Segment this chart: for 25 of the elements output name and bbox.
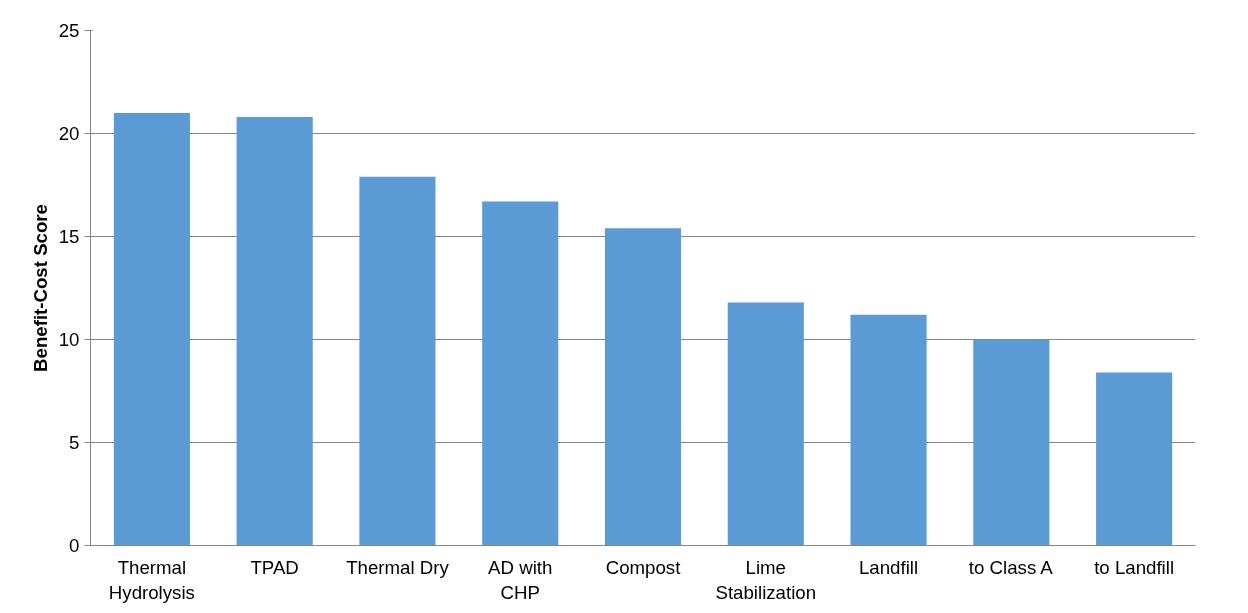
bar bbox=[236, 117, 313, 546]
bar bbox=[850, 314, 927, 546]
x-tick-label: to Class A bbox=[968, 556, 1054, 578]
y-axis-title: Benefit-Cost Score bbox=[29, 204, 51, 372]
bar bbox=[113, 112, 190, 546]
x-tick-label: Thermal Hydrolysis bbox=[108, 556, 195, 603]
x-tick-label: AD with CHP bbox=[488, 556, 553, 603]
y-tick-label: 5 bbox=[69, 432, 80, 453]
bar bbox=[973, 339, 1050, 546]
y-tick-label: 10 bbox=[58, 329, 80, 350]
bar bbox=[727, 302, 804, 546]
y-tick-label: 0 bbox=[69, 535, 80, 556]
bar bbox=[1096, 372, 1173, 546]
x-tick-label: Thermal Dry bbox=[346, 556, 450, 578]
y-tick-label: 20 bbox=[58, 123, 80, 144]
bar bbox=[359, 176, 436, 546]
x-tick-label: Compost bbox=[605, 556, 682, 578]
x-tick-label: Lime Stabilization bbox=[715, 556, 817, 603]
y-tick-label: 25 bbox=[58, 20, 80, 41]
x-tick-label: TPAD bbox=[250, 556, 299, 578]
bar bbox=[482, 201, 559, 546]
x-tick-label: Landfill bbox=[859, 556, 919, 578]
x-tick-label: to Landfill bbox=[1094, 556, 1175, 578]
bar bbox=[604, 228, 682, 546]
y-tick-label: 15 bbox=[58, 226, 80, 247]
